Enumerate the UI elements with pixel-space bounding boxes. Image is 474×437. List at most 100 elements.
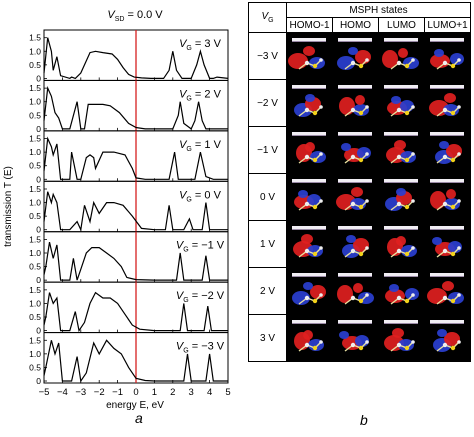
orbital-image xyxy=(378,79,425,127)
y-tick-label: 0.5 xyxy=(29,211,41,221)
orbital-lobe xyxy=(398,48,408,58)
gate-voltage-label: −1 V xyxy=(248,126,287,174)
electrode-bar xyxy=(338,273,372,277)
atom xyxy=(442,154,448,160)
electrode-bar xyxy=(430,179,464,183)
atom xyxy=(411,152,415,156)
orbital-lobe xyxy=(337,56,355,70)
orbital-image xyxy=(332,79,379,127)
atom xyxy=(457,199,461,203)
atom xyxy=(304,295,310,301)
y-tick-label: 1.0 xyxy=(29,198,41,208)
molecule-frame xyxy=(344,106,368,117)
atom xyxy=(350,295,356,301)
orbital-lobe xyxy=(442,281,454,291)
atom xyxy=(319,293,323,297)
orbital-image xyxy=(424,126,471,174)
y-tick-label: 0.5 xyxy=(29,362,41,372)
gate-voltage-label: 0 V xyxy=(248,173,287,221)
atom xyxy=(396,154,402,160)
panel-a-caption: a xyxy=(135,410,143,426)
orbital-lobe xyxy=(307,245,323,257)
vg-label: VG = 1 V xyxy=(179,139,222,153)
vg-label: VG = 3 V xyxy=(179,38,222,52)
electrode-bar xyxy=(430,85,464,89)
atom xyxy=(304,248,310,254)
vg-label: VG = −1 V xyxy=(176,240,225,254)
atom xyxy=(442,342,448,348)
atom xyxy=(358,204,364,210)
molecule-frame xyxy=(344,247,368,258)
orbital-lobe xyxy=(353,238,369,252)
atom xyxy=(358,157,364,163)
electrode-bar xyxy=(384,38,418,42)
atom xyxy=(358,63,364,69)
atom xyxy=(442,248,448,254)
electrode-bar xyxy=(292,179,326,183)
orbital-lobe xyxy=(303,46,315,56)
orbital-image xyxy=(286,173,333,221)
x-tick-label: 4 xyxy=(207,387,212,398)
atom xyxy=(304,60,310,66)
orbital-lobe xyxy=(389,284,399,292)
orbital-image xyxy=(286,126,333,174)
molecule-frame xyxy=(390,341,414,352)
electrode-bar xyxy=(430,132,464,136)
orbital-lobe xyxy=(309,57,325,69)
gate-voltage-label: 3 V xyxy=(248,314,287,362)
atom xyxy=(411,199,415,203)
vg-label: VG = −3 V xyxy=(176,341,225,355)
atom xyxy=(457,246,461,250)
orbital-lobe xyxy=(301,234,313,244)
orbital-lobe xyxy=(444,198,460,210)
atom xyxy=(404,110,410,116)
orbital-image xyxy=(332,32,379,80)
atom xyxy=(450,345,456,351)
atom xyxy=(411,105,415,109)
atom xyxy=(312,63,318,69)
electrode-bar xyxy=(384,226,418,230)
orbital-lobe xyxy=(339,97,355,115)
y-tick-label: 0 xyxy=(36,225,41,235)
atom xyxy=(350,201,356,207)
molecule-frame xyxy=(436,294,460,305)
atom xyxy=(350,342,356,348)
orbital-image xyxy=(332,173,379,221)
orbital-lobe xyxy=(434,49,444,57)
orbital-lobe xyxy=(430,191,446,209)
molecule-frame xyxy=(344,153,368,164)
atom xyxy=(365,58,369,62)
y-axis-label: transmission T (E) xyxy=(3,166,14,247)
electrode-bar xyxy=(430,38,464,42)
electrode-bar xyxy=(292,273,326,277)
atom xyxy=(396,107,402,113)
atom xyxy=(365,199,369,203)
y-tick-label: 0 xyxy=(36,73,41,83)
atom xyxy=(350,154,356,160)
orbital-column-header: HOMO xyxy=(332,17,379,33)
y-tick-label: 1.0 xyxy=(29,248,41,258)
orbital-lobe xyxy=(427,288,447,304)
atom xyxy=(396,201,402,207)
atom xyxy=(319,152,323,156)
orbital-lobe xyxy=(437,329,447,337)
transmission-curve xyxy=(43,241,228,281)
atom xyxy=(411,340,415,344)
orbital-lobe xyxy=(355,95,365,105)
gate-voltage-label: −3 V xyxy=(248,32,287,80)
molecule-frame xyxy=(344,341,368,352)
x-tick-label: −1 xyxy=(112,387,123,398)
orbital-image xyxy=(424,173,471,221)
transmission-panel: VSD = 0.0 V 0 0.5 1.0 1.5 VG = 3 V 0 0.5 1.0 1.5 V… xyxy=(3,9,231,426)
orbital-image xyxy=(378,126,425,174)
x-tick-label: −5 xyxy=(39,387,50,398)
molecule-frame xyxy=(390,247,414,258)
atom xyxy=(442,107,448,113)
atom xyxy=(312,204,318,210)
atom xyxy=(365,293,369,297)
atom xyxy=(404,63,410,69)
atom xyxy=(358,345,364,351)
atom xyxy=(450,63,456,69)
atom xyxy=(404,345,410,351)
atom xyxy=(457,58,461,62)
